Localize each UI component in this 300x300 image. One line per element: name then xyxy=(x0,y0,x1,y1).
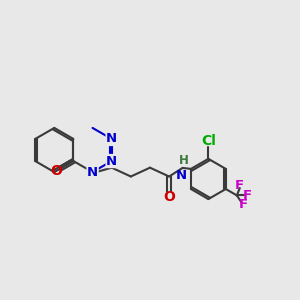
Text: H: H xyxy=(179,154,189,167)
Text: F: F xyxy=(235,178,244,192)
Text: Cl: Cl xyxy=(201,134,216,148)
Text: F: F xyxy=(243,189,252,202)
Text: N: N xyxy=(87,166,98,178)
Text: F: F xyxy=(238,198,247,211)
Text: N: N xyxy=(176,169,187,182)
Text: O: O xyxy=(163,190,175,204)
Text: N: N xyxy=(106,133,117,146)
Text: N: N xyxy=(106,154,117,167)
Text: O: O xyxy=(50,164,62,178)
